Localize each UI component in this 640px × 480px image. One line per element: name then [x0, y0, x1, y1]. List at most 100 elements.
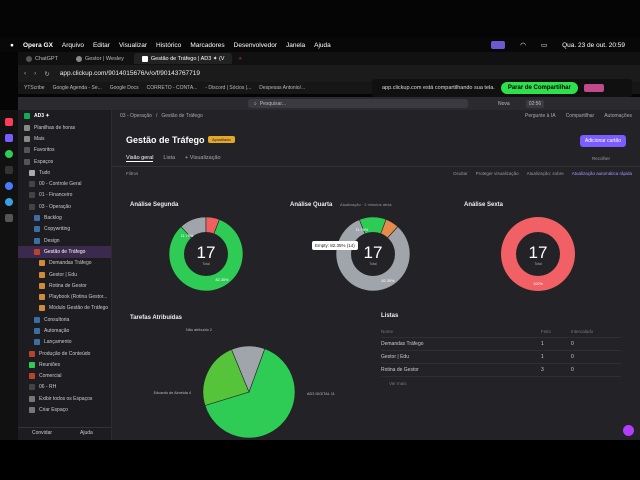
sidebar-item[interactable]: Módulo Gestão de Tráfego — [18, 303, 111, 314]
search-placeholder: Pesquisar... — [260, 101, 286, 107]
help-button[interactable]: Ajuda — [80, 430, 93, 436]
table-row[interactable]: Demandas Tráfego 1 0 — [381, 338, 621, 351]
bookmark[interactable]: YTScribe — [24, 85, 45, 91]
sidebar-item[interactable]: Planilhas de horas — [18, 122, 111, 133]
donut-total: 17 — [197, 243, 216, 262]
wifi-icon[interactable]: ◠ — [520, 41, 526, 49]
donut-total: 17 — [364, 243, 383, 262]
folder-icon — [24, 147, 30, 153]
bookmark[interactable]: Google Docs — [110, 85, 139, 91]
screen-share-notice: app.clickup.com está compartilhando sua … — [372, 79, 632, 97]
sidebar-item[interactable]: Demandas Tráfego — [18, 258, 111, 269]
menu-janela[interactable]: Janela — [286, 42, 305, 49]
sidebar-item[interactable]: Lançamento — [18, 337, 111, 348]
search-icon: ⌕ — [254, 101, 257, 107]
menu-visualizar[interactable]: Visualizar — [119, 42, 147, 49]
gear-icon — [76, 56, 82, 62]
donut-total-label: Total — [369, 262, 377, 266]
folder-icon — [29, 362, 35, 368]
sidebar-item[interactable]: Backlog — [18, 212, 111, 223]
tab-clickup[interactable]: Gestão de Tráfego | AD3 ✦ (V — [134, 53, 233, 64]
screen-share-icon[interactable] — [491, 41, 505, 49]
whatsapp-icon[interactable] — [5, 150, 13, 158]
sidebar-item[interactable]: 03 - Operação — [18, 201, 111, 212]
see-more-link[interactable]: Ver mais — [381, 381, 621, 386]
sidebar-item-label: Módulo Gestão de Tráfego — [49, 305, 108, 311]
sidebar-item[interactable]: Design — [18, 235, 111, 246]
sidebar-item[interactable]: Mais — [18, 133, 111, 144]
sidebar-item[interactable]: Produção de Conteúdo — [18, 348, 111, 359]
new-button[interactable]: Nova — [498, 101, 510, 107]
sidebar-item[interactable]: Automação — [18, 325, 111, 336]
folder-icon — [29, 384, 35, 390]
sidebar-item[interactable]: 01 - Financeiro — [18, 190, 111, 201]
folder-icon — [29, 396, 35, 402]
menu-desenvolvedor[interactable]: Desenvolvedor — [234, 42, 277, 49]
sidebar-item[interactable]: Rotina de Gestor — [18, 280, 111, 291]
folder-icon — [29, 351, 35, 357]
sidebar-item[interactable]: Consultoria — [18, 314, 111, 325]
new-tab-button[interactable]: + — [238, 56, 241, 62]
workspace-label: AD3 ✦ — [34, 113, 50, 119]
sidebar-item[interactable]: Favoritos — [18, 145, 111, 156]
menu-editar[interactable]: Editar — [93, 42, 110, 49]
apple-icon[interactable]: ● — [10, 42, 14, 49]
sidebar-item[interactable]: Criar Espaço — [18, 404, 111, 415]
menu-opera[interactable]: Opera GX — [23, 42, 53, 49]
table-cell: 0 — [571, 354, 611, 360]
folder-icon — [39, 272, 45, 278]
folder-icon — [24, 125, 30, 131]
sidebar-item[interactable]: Gestão de Tráfego — [18, 246, 111, 257]
reload-icon[interactable]: ↻ — [44, 70, 49, 78]
gx-icon[interactable] — [5, 118, 13, 126]
folder-icon — [39, 283, 45, 289]
sidebar-item-label: Favoritos — [34, 147, 55, 153]
x-icon[interactable] — [5, 166, 13, 174]
folder-icon — [34, 328, 40, 334]
table-row[interactable]: Gestor | Edu 1 0 — [381, 351, 621, 364]
sidebar-item-label: Gestão de Tráfego — [44, 249, 85, 255]
sidebar-item[interactable]: 00 - Controle Geral — [18, 178, 111, 189]
tab-gestor[interactable]: Gestor | Wesley — [68, 53, 132, 64]
sidebar-item[interactable]: Espaços — [18, 156, 111, 167]
timer[interactable]: 02:56 — [526, 100, 545, 108]
url-field[interactable]: app.clickup.com/9014015676/v/o/f/9014376… — [60, 70, 200, 77]
invite-button[interactable]: Convidar — [32, 430, 52, 436]
hide-button[interactable] — [584, 84, 604, 92]
menu-ajuda[interactable]: Ajuda — [314, 42, 331, 49]
tab-chatgpt[interactable]: ChatGPT — [18, 53, 66, 64]
bookmark[interactable]: Google Agenda - Se... — [53, 85, 102, 91]
folder-icon — [34, 249, 40, 255]
chat-fab-button[interactable] — [623, 425, 634, 436]
table-row[interactable]: Rotina de Gestor 3 0 — [381, 364, 621, 377]
search-input[interactable]: ⌕ Pesquisar... — [248, 99, 468, 108]
slice-label: 11.76% — [181, 234, 194, 238]
stop-sharing-button[interactable]: Parar de Compartilhar — [501, 82, 578, 94]
messenger-icon[interactable] — [5, 182, 13, 190]
sidebar-item[interactable]: Playbook (Rotina Gestor... — [18, 291, 111, 302]
telegram-icon[interactable] — [5, 198, 13, 206]
sidebar-item-label: Planilhas de horas — [34, 125, 75, 131]
sidebar-item[interactable]: Tudo — [18, 167, 111, 178]
sidebar-item[interactable]: Exibir todos os Espaços — [18, 393, 111, 404]
workspace-name[interactable]: AD3 ✦ — [18, 110, 111, 122]
sidebar-item[interactable]: Gestor | Edu — [18, 269, 111, 280]
sidebar-item[interactable]: 06 - RH — [18, 382, 111, 393]
sidebar-item-label: Consultoria — [44, 317, 69, 323]
sidebar-item[interactable]: Copywriting — [18, 224, 111, 235]
battery-icon[interactable]: ▭ — [541, 41, 547, 49]
menu-marcadores[interactable]: Marcadores — [190, 42, 224, 49]
back-icon[interactable]: ‹ — [24, 70, 26, 78]
menu-arquivo[interactable]: Arquivo — [62, 42, 84, 49]
sidebar-item[interactable]: Comercial — [18, 371, 111, 382]
bookmark[interactable]: Despesas Antonio/... — [259, 85, 305, 91]
twitch-icon[interactable] — [5, 134, 13, 142]
sidebar-item[interactable]: Reuniões — [18, 359, 111, 370]
bookmark[interactable]: CORRETO - CONTA... — [147, 85, 198, 91]
forward-icon[interactable]: › — [34, 70, 36, 78]
clock-text[interactable]: Qua. 23 de out. 20:59 — [562, 42, 625, 49]
menu-historico[interactable]: Histórico — [156, 42, 181, 49]
bookmark[interactable]: - Discord | Sócios |... — [205, 85, 251, 91]
music-icon[interactable] — [5, 214, 13, 222]
slice-label: 82.35% — [382, 279, 396, 283]
